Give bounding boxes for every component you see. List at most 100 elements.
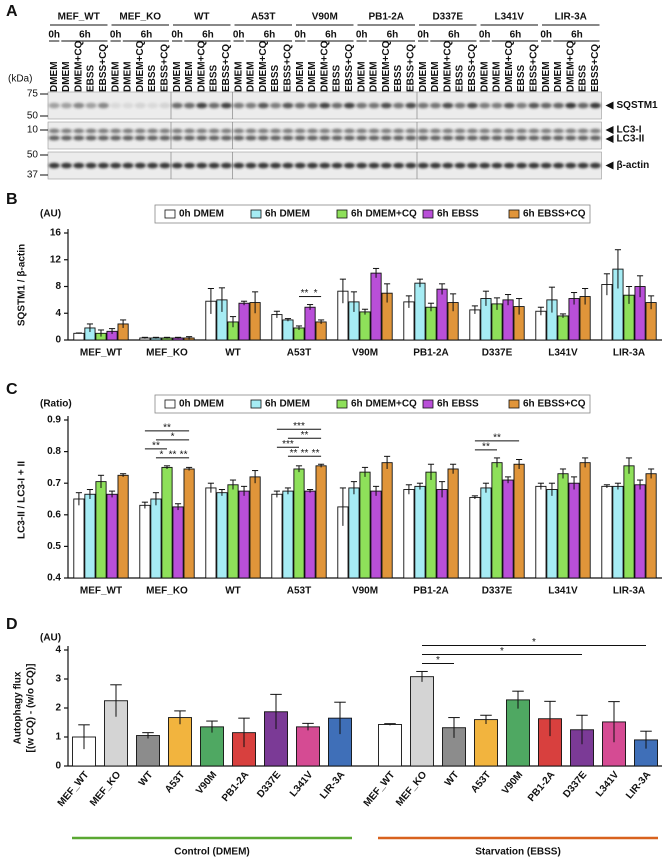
panel-label: A <box>6 3 18 20</box>
lane-label: EBSS+CQ <box>590 44 601 92</box>
x-tick-label: MEF_WT <box>362 770 398 809</box>
lane-label: DMEM <box>430 61 441 92</box>
y-axis-label: SQSTM1 / β-actin <box>17 244 28 326</box>
blot-band <box>73 128 85 134</box>
blot-band <box>528 135 540 141</box>
legend-swatch <box>508 399 520 409</box>
x-tick-label: LIR-3A <box>613 586 645 597</box>
blot-band <box>257 162 269 169</box>
blot-band <box>429 135 441 141</box>
blot-band <box>516 128 528 134</box>
blot-band <box>331 128 343 134</box>
blot-band <box>589 135 601 141</box>
blot-band <box>270 162 282 169</box>
legend-label: 6h EBSS <box>437 209 479 220</box>
bar <box>282 319 294 341</box>
blot-band <box>516 162 528 169</box>
lane-label: EBSS <box>270 64 281 92</box>
blot-band <box>331 162 343 169</box>
blot-band <box>479 102 491 109</box>
legend-label: 0h DMEM <box>179 209 224 220</box>
blot-band <box>454 128 466 134</box>
blot-band <box>171 162 183 169</box>
significance-label: ** <box>312 448 320 459</box>
lane-label: DMEM <box>246 61 257 92</box>
kda-marker: 50 <box>27 111 39 122</box>
blot-band <box>528 128 540 134</box>
bar <box>139 504 151 579</box>
blot-band <box>380 102 392 109</box>
time-label: 0h <box>479 30 491 41</box>
time-label: 0h <box>294 30 306 41</box>
blot-band <box>245 128 257 134</box>
blot-band <box>393 135 405 141</box>
x-tick-label: LIR-3A <box>624 770 653 802</box>
blot-band <box>552 128 564 134</box>
bar <box>183 468 195 579</box>
bar <box>506 699 530 767</box>
x-tick-label: WT <box>137 770 155 789</box>
significance-label: ** <box>301 288 309 299</box>
blot-band <box>466 128 478 134</box>
group-label: LIR-3A <box>555 12 587 23</box>
blot-band <box>159 162 171 169</box>
significance-label: ** <box>169 449 177 460</box>
x-tick-label: V90M <box>352 348 378 359</box>
x-tick-label: WT <box>225 348 241 359</box>
blot-band <box>183 102 195 109</box>
time-label: 0h <box>233 30 245 41</box>
bar <box>513 463 525 579</box>
blot-band <box>466 162 478 169</box>
blot-band <box>565 162 577 169</box>
blot-band <box>466 102 478 109</box>
blot-band <box>97 102 109 109</box>
time-label: 6h <box>79 30 91 41</box>
blot-band <box>85 128 97 134</box>
lane-label: DMEM <box>541 61 552 92</box>
lane-label: DMEM+CQ <box>442 40 453 92</box>
significance-label: * <box>532 637 536 648</box>
legend-frame <box>154 394 591 414</box>
significance-label: ** <box>301 448 309 459</box>
blot-band <box>48 128 60 134</box>
bar <box>425 471 437 579</box>
blot-band <box>589 102 601 109</box>
blot-band <box>454 102 466 109</box>
panel-label: B <box>6 191 18 208</box>
lane-label: DMEM <box>233 61 244 92</box>
blot-band <box>245 162 257 169</box>
blot-band <box>405 135 417 141</box>
blot-band <box>516 135 528 141</box>
bar <box>378 724 402 767</box>
blot-band <box>294 162 306 169</box>
lane-label: DMEM+CQ <box>135 40 146 92</box>
blot-band <box>233 128 245 134</box>
blot-band <box>159 135 171 141</box>
x-tick-label: D337E <box>482 348 513 359</box>
arrow <box>605 101 614 110</box>
blot-band <box>257 128 269 134</box>
y-tick-label: 0.8 <box>47 446 61 457</box>
blot-band <box>270 128 282 134</box>
bar <box>172 506 184 579</box>
legend-swatch <box>250 399 262 409</box>
significance-label: * <box>436 655 440 666</box>
lane-label: EBSS+CQ <box>528 44 539 92</box>
time-label: 0h <box>110 30 122 41</box>
arrow <box>605 126 614 134</box>
bar <box>293 468 305 579</box>
y-tick-label: 0.7 <box>47 478 61 489</box>
blot-band <box>442 135 454 141</box>
blot-band <box>577 102 589 109</box>
blot-band <box>270 135 282 141</box>
blot-band <box>503 135 515 141</box>
group-label: Control (DMEM) <box>174 847 250 858</box>
bar <box>502 479 514 579</box>
blot-band <box>528 102 540 109</box>
blot-band <box>220 135 232 141</box>
bar <box>84 493 96 579</box>
blot-band <box>60 102 72 109</box>
blot-band <box>343 135 355 141</box>
blot-band <box>393 102 405 109</box>
x-tick-label: LIR-3A <box>613 348 645 359</box>
